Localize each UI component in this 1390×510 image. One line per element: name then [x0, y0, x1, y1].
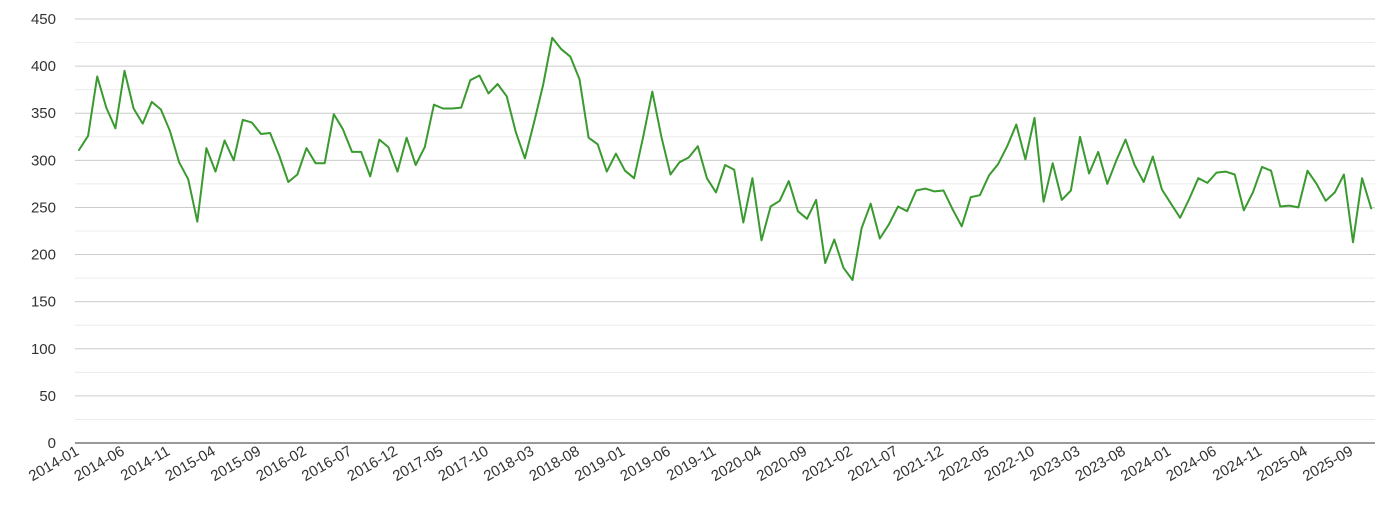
y-tick-label: 350 — [31, 105, 56, 122]
y-tick-label: 50 — [39, 388, 56, 405]
x-tick-label: 2021-12 — [890, 443, 946, 485]
x-tick-label: 2020-04 — [708, 443, 764, 485]
x-tick-label: 2021-07 — [845, 443, 901, 485]
x-tick-label: 2017-10 — [435, 443, 491, 485]
x-tick-label: 2015-04 — [162, 443, 218, 485]
x-tick-label: 2022-10 — [981, 443, 1037, 485]
y-tick-label: 300 — [31, 152, 56, 169]
x-tick-label: 2019-01 — [572, 443, 628, 485]
x-tick-label: 2024-06 — [1163, 443, 1219, 485]
y-tick-label: 150 — [31, 294, 56, 311]
x-tick-label: 2021-02 — [799, 443, 855, 485]
x-tick-label: 2016-02 — [253, 443, 309, 485]
x-tick-label: 2022-05 — [936, 443, 992, 485]
x-axis-tick-labels: 2014-012014-062014-112015-042015-092016-… — [26, 443, 1356, 485]
x-tick-label: 2014-11 — [118, 443, 173, 485]
y-tick-label: 450 — [31, 11, 56, 28]
x-tick-label: 2017-05 — [390, 443, 446, 485]
major-gridlines — [75, 18, 1375, 397]
x-tick-label: 2025-09 — [1300, 443, 1356, 485]
x-tick-label: 2019-11 — [664, 443, 719, 485]
x-tick-label: 2015-09 — [208, 443, 264, 485]
x-tick-label: 2016-12 — [344, 443, 400, 485]
x-tick-label: 2014-06 — [71, 443, 127, 485]
x-tick-label: 2024-01 — [1118, 443, 1174, 485]
x-tick-label: 2018-08 — [526, 443, 582, 485]
series-line — [78, 36, 1373, 281]
series-group — [78, 36, 1373, 281]
x-tick-label: 2023-03 — [1027, 443, 1083, 485]
minor-gridlines — [75, 42, 1375, 420]
x-tick-label: 2018-03 — [481, 443, 537, 485]
y-tick-label: 200 — [31, 247, 56, 264]
x-tick-label: 2016-07 — [299, 443, 355, 485]
y-tick-label: 400 — [31, 58, 56, 75]
x-tick-label: 2019-06 — [617, 443, 673, 485]
x-tick-label: 2020-09 — [754, 443, 810, 485]
y-tick-label: 0 — [48, 435, 56, 452]
x-tick-label: 2025-04 — [1254, 443, 1310, 485]
y-tick-label: 250 — [31, 199, 56, 216]
y-axis-tick-labels: 0 50 100 150 200 250 300 350 400 450 — [31, 11, 56, 452]
x-tick-label: 2023-08 — [1072, 443, 1128, 485]
x-tick-label: 2024-11 — [1210, 443, 1265, 485]
y-tick-label: 100 — [31, 341, 56, 358]
